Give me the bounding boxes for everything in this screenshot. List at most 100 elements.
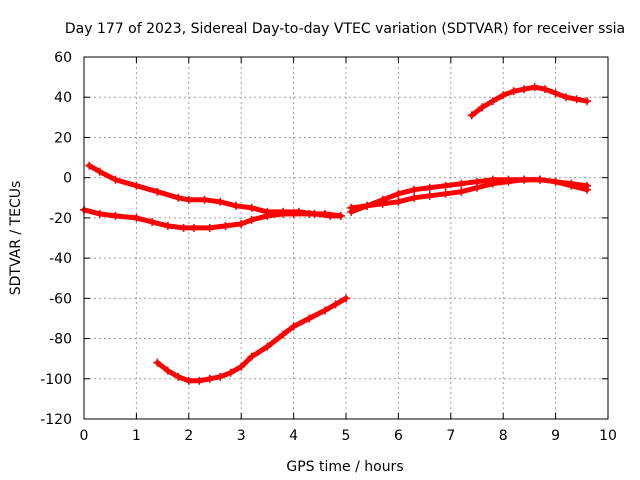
data-point bbox=[279, 330, 288, 339]
data-point bbox=[95, 209, 104, 218]
marks-layer bbox=[80, 83, 592, 385]
data-point bbox=[184, 195, 193, 204]
data-point bbox=[163, 221, 172, 230]
data-point bbox=[551, 177, 560, 186]
data-point bbox=[331, 300, 340, 309]
data-point bbox=[263, 211, 272, 220]
data-point bbox=[289, 209, 298, 218]
data-point bbox=[410, 185, 419, 194]
data-point bbox=[583, 185, 592, 194]
x-tick-label: 6 bbox=[394, 428, 403, 444]
y-tick-label: 0 bbox=[63, 171, 72, 187]
y-tick-label: -100 bbox=[40, 372, 72, 388]
data-point bbox=[247, 215, 256, 224]
x-tick-label: 9 bbox=[551, 428, 560, 444]
series-track-lower-late bbox=[347, 175, 592, 212]
series-track-deep-dip bbox=[153, 294, 350, 385]
data-point bbox=[394, 197, 403, 206]
data-point bbox=[153, 358, 162, 367]
y-axis-title: SDTVAR / TECUs bbox=[8, 181, 24, 296]
series-line bbox=[81, 207, 344, 231]
data-point bbox=[221, 221, 230, 230]
data-point bbox=[305, 209, 314, 218]
data-point bbox=[347, 203, 356, 212]
data-point bbox=[504, 177, 513, 186]
labels-layer: 0 1 2 3 4 5 6 7 8 9 10 -120 -100 -80 -60 -40 -20 0 20 40 60 bbox=[40, 50, 617, 444]
data-point bbox=[441, 189, 450, 198]
data-point bbox=[85, 161, 94, 170]
data-point bbox=[488, 179, 497, 188]
data-point bbox=[111, 211, 120, 220]
x-tick-label: 1 bbox=[132, 428, 141, 444]
y-tick-label: -60 bbox=[49, 291, 72, 307]
data-point bbox=[441, 181, 450, 190]
data-point bbox=[216, 197, 225, 206]
data-point bbox=[205, 223, 214, 232]
ticks-layer bbox=[83, 56, 609, 420]
data-point bbox=[541, 85, 550, 94]
series-track-upper-early bbox=[85, 161, 345, 220]
data-point bbox=[163, 366, 172, 375]
series-line bbox=[154, 295, 349, 384]
data-point bbox=[551, 89, 560, 98]
data-point bbox=[336, 211, 345, 220]
data-point bbox=[237, 362, 246, 371]
data-point bbox=[200, 195, 209, 204]
data-point bbox=[457, 179, 466, 188]
data-point bbox=[216, 372, 225, 381]
data-point bbox=[95, 167, 104, 176]
x-tick-label: 0 bbox=[80, 428, 89, 444]
data-point bbox=[520, 175, 529, 184]
data-point bbox=[263, 342, 272, 351]
data-point bbox=[174, 372, 183, 381]
series-track-lower-early bbox=[80, 205, 345, 232]
data-point bbox=[132, 181, 141, 190]
data-point bbox=[342, 294, 350, 303]
data-point bbox=[174, 193, 183, 202]
x-tick-label: 5 bbox=[342, 428, 351, 444]
y-tick-label: -20 bbox=[49, 211, 72, 227]
data-point bbox=[457, 187, 466, 196]
data-point bbox=[378, 199, 387, 208]
y-tick-label: 40 bbox=[54, 90, 72, 106]
data-point bbox=[321, 306, 330, 315]
data-point bbox=[205, 374, 214, 383]
data-point bbox=[190, 223, 199, 232]
series-line bbox=[348, 177, 590, 211]
data-point bbox=[226, 368, 235, 377]
data-point bbox=[478, 103, 487, 112]
data-point bbox=[535, 175, 544, 184]
data-point bbox=[467, 111, 476, 120]
data-point bbox=[153, 187, 162, 196]
data-point bbox=[279, 209, 288, 218]
data-point bbox=[410, 193, 419, 202]
data-point bbox=[247, 352, 256, 361]
y-tick-label: -40 bbox=[49, 251, 72, 267]
data-point bbox=[237, 219, 246, 228]
y-tick-label: 20 bbox=[54, 130, 72, 146]
series-line bbox=[86, 163, 344, 219]
data-point bbox=[179, 223, 188, 232]
y-tick-label: -120 bbox=[40, 412, 72, 428]
data-point bbox=[321, 209, 330, 218]
x-tick-label: 10 bbox=[599, 428, 617, 444]
data-point bbox=[488, 97, 497, 106]
x-axis-title: GPS time / hours bbox=[286, 459, 403, 475]
x-tick-label: 2 bbox=[184, 428, 193, 444]
data-point bbox=[473, 183, 481, 192]
chart-title: Day 177 of 2023, Sidereal Day-to-day VTE… bbox=[65, 21, 625, 37]
data-point bbox=[247, 203, 256, 212]
data-point bbox=[572, 95, 581, 104]
series-line bbox=[348, 177, 590, 215]
x-tick-label: 3 bbox=[237, 428, 246, 444]
data-point bbox=[132, 213, 141, 222]
data-point bbox=[520, 85, 529, 94]
data-point bbox=[425, 191, 434, 200]
data-point bbox=[562, 93, 571, 102]
x-tick-label: 7 bbox=[446, 428, 455, 444]
y-tick-label: 60 bbox=[54, 50, 72, 66]
data-point bbox=[111, 175, 120, 184]
data-point bbox=[567, 181, 576, 190]
data-point bbox=[148, 217, 157, 226]
